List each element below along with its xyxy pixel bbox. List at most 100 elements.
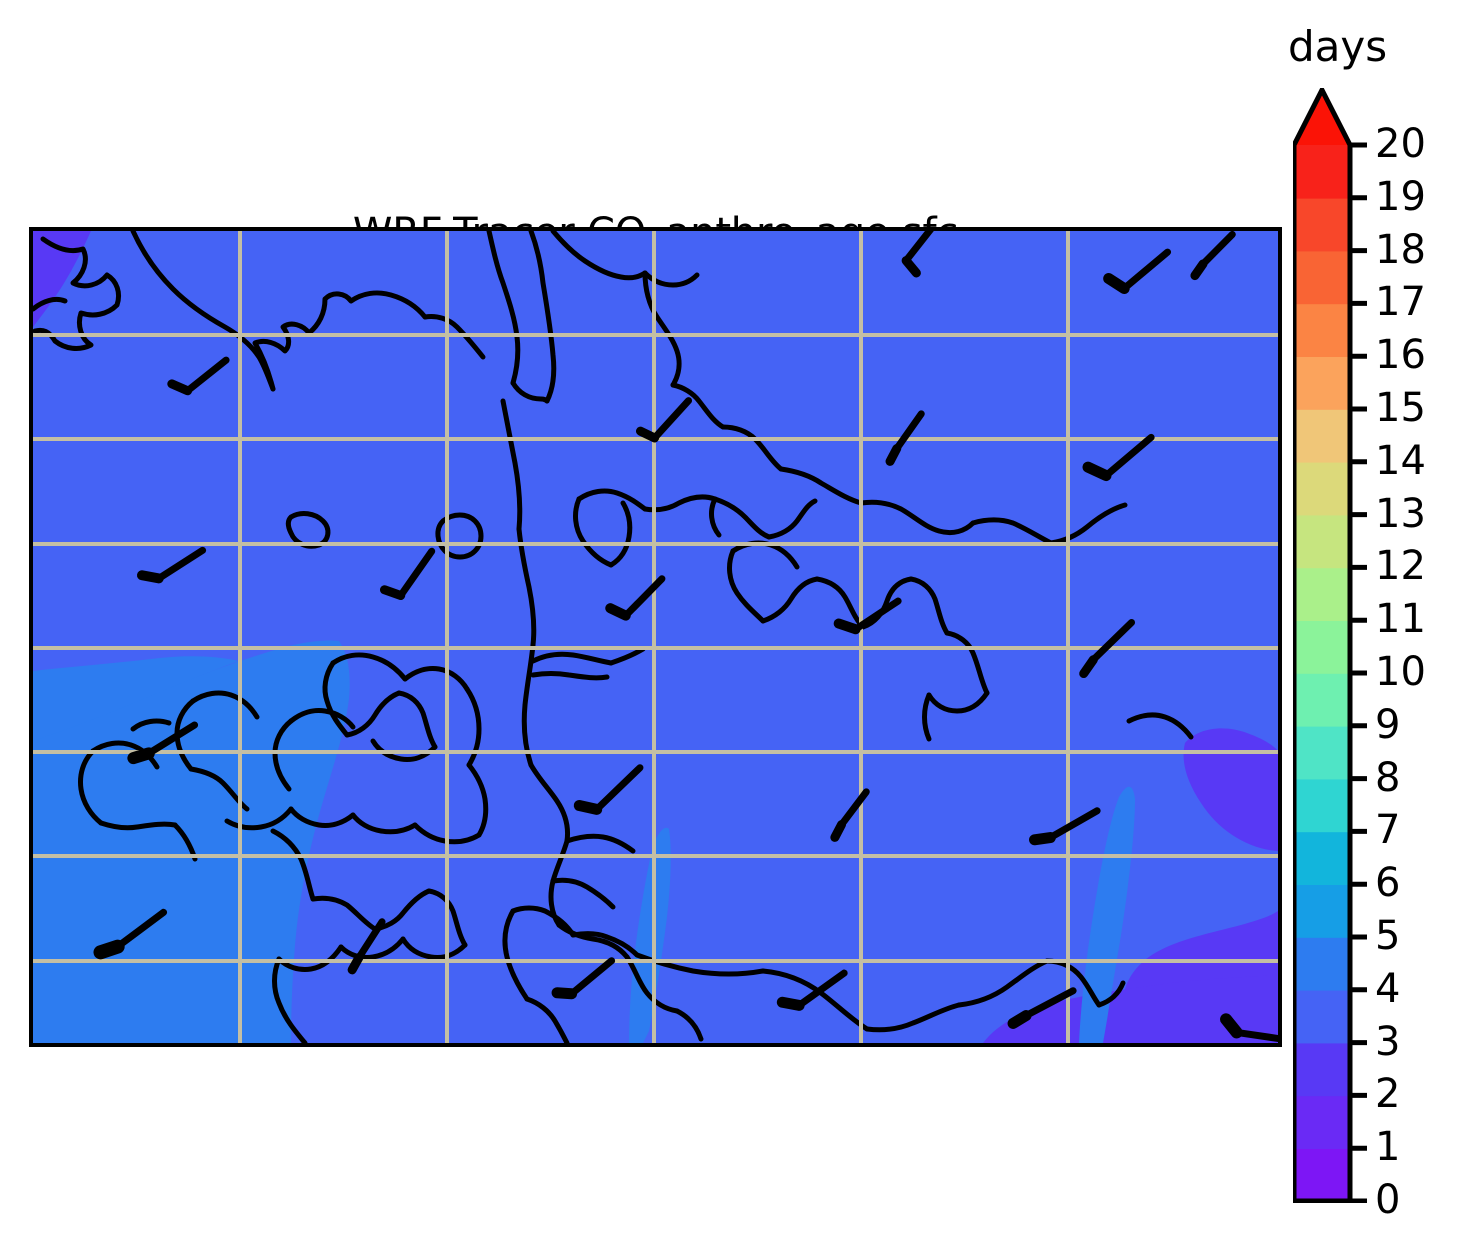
colorbar-tick-label: 18 (1375, 226, 1426, 273)
colorbar-tick-label: 0 (1375, 1177, 1401, 1223)
colorbar-band (1294, 884, 1350, 938)
wind-barb (901, 231, 942, 278)
coastline-central-strait-w (486, 231, 521, 386)
coastline-fjord-2 (530, 671, 610, 681)
coastline-lower-6 (338, 936, 406, 960)
gridline-layer (33, 231, 1278, 1043)
contour-band-bright-blue-e (1079, 786, 1135, 1043)
colorbar-tick-label: 7 (1375, 807, 1401, 854)
wind-barb-layer (33, 231, 1278, 1043)
colorbar-tick-label: 17 (1375, 279, 1426, 326)
coastline-mid-7 (709, 496, 722, 538)
colorbar-tick-label: 16 (1375, 332, 1426, 379)
wind-barb (1029, 807, 1101, 846)
wind-barb (1082, 433, 1155, 482)
coastline-arch-15 (190, 690, 260, 720)
wind-barb (93, 908, 168, 960)
coastline-central-strait-l (510, 380, 550, 404)
coastline-arch-5 (370, 738, 438, 762)
colorbar-band (1294, 461, 1350, 516)
wind-barb (1079, 618, 1136, 679)
coastline-mid-14 (944, 630, 990, 696)
wind-barb (167, 356, 230, 396)
wind-barb (573, 764, 644, 815)
coastline-greenland-w8 (674, 1008, 704, 1042)
coastline-lower-2 (310, 895, 378, 932)
colorbar-band (1294, 673, 1350, 727)
coastline-lower-3 (372, 888, 432, 932)
coastline-arch-21 (98, 820, 178, 831)
coastline-ne-chain-e (858, 499, 976, 536)
colorbar-tick-label: 15 (1375, 385, 1426, 431)
colorbar[interactable] (1293, 88, 1373, 1203)
coastline-mid-11 (814, 576, 866, 630)
coastline-far-e-1 (1126, 712, 1194, 740)
colorbar-bands (1294, 145, 1350, 1202)
wind-barb (1190, 231, 1236, 281)
colorbar-band (1294, 989, 1350, 1044)
coastline-far-e-3 (1048, 502, 1128, 546)
coastline-north-center (550, 231, 648, 281)
coastline-far-e-2 (970, 517, 1054, 546)
wind-barb (379, 547, 436, 601)
wind-barb (830, 788, 870, 842)
wind-barb (635, 397, 693, 443)
contour-band-bright-blue-w2 (33, 656, 239, 741)
coastline-mid-5 (712, 496, 772, 540)
colorbar-band (1294, 145, 1350, 199)
coastline-arch-13 (288, 708, 356, 730)
colorbar-extend-arrow (1294, 90, 1350, 145)
coastline-arch-2 (322, 660, 350, 738)
wind-barb (551, 957, 616, 1000)
colorbar-tick-label: 2 (1375, 1071, 1401, 1118)
colorbar-tick-label: 11 (1375, 596, 1426, 643)
coastline-greenland-w3 (521, 642, 536, 768)
colorbar-band (1294, 303, 1350, 357)
coastline-greenland-w (500, 398, 523, 532)
coastline-south-1 (510, 905, 576, 938)
colorbar-tick-label: 1 (1375, 1124, 1401, 1171)
coastline-upper-main-c (306, 290, 428, 336)
coastline-mid-9 (727, 548, 766, 624)
coastline-arch-7 (464, 686, 482, 768)
wind-barb (1103, 248, 1172, 294)
coastline-layer (33, 231, 1278, 1043)
coastline-lower-4 (426, 888, 468, 948)
coastline-fjord-5 (550, 877, 616, 910)
wind-barb (1007, 987, 1077, 1029)
coastline-greenland-w7 (624, 954, 680, 1014)
coastline-south-3 (524, 996, 570, 1043)
coastline-mid-15 (926, 690, 990, 714)
coastline-mid-10 (760, 576, 820, 624)
coastline-fjord-3 (608, 646, 646, 666)
colorbar-ticks (1350, 142, 1367, 1203)
coastline-south-4 (570, 931, 640, 958)
colorbar-units-label: days (1288, 22, 1388, 71)
coastline-upper-main-d (422, 314, 486, 360)
coastline-lower-5 (400, 936, 468, 960)
colorbar-band (1294, 250, 1350, 305)
colorbar-tick-label: 13 (1375, 490, 1426, 537)
coastline-arch-11 (288, 806, 356, 828)
colorbar-tick-label: 3 (1375, 1018, 1401, 1065)
coastline-central-strait-e (528, 231, 557, 404)
colorbar-band (1294, 778, 1350, 833)
coastline-nw2 (33, 296, 68, 312)
colorbar-band (1294, 725, 1350, 780)
colorbar-tick-label: 20 (1375, 121, 1426, 167)
colorbar-band (1294, 620, 1350, 674)
coastline-upper-main-b (252, 321, 312, 392)
coastline-arch-6 (402, 666, 470, 692)
coastline-greenland-w4 (528, 762, 570, 844)
coastline-mid-13 (908, 576, 950, 636)
colorbar-band (1294, 937, 1350, 991)
colorbar-band (1294, 514, 1350, 569)
colorbar-band (1294, 409, 1350, 463)
coastline-fjord-1 (530, 651, 614, 666)
colorbar-band (1294, 1095, 1350, 1149)
coastline-arch-1 (330, 652, 408, 682)
coastline-arch-8 (466, 762, 489, 838)
contour-band-violet-e3 (983, 975, 1278, 1043)
wind-barb (136, 546, 207, 584)
coastline-lower-7 (276, 944, 344, 972)
